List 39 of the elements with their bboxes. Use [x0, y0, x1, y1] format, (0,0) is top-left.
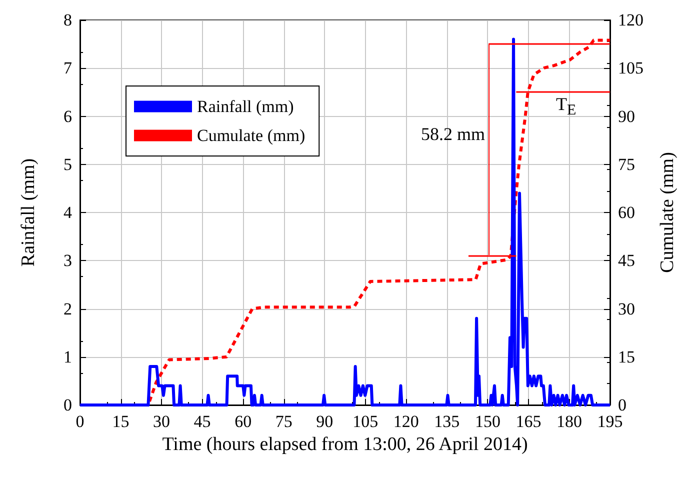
y2-tick-label: 30 [618, 299, 635, 318]
x-tick-label: 0 [76, 412, 84, 431]
x-tick-label: 45 [194, 412, 211, 431]
x-tick-label: 120 [393, 412, 419, 431]
x-tick-label: 165 [516, 412, 542, 431]
x-tick-label: 105 [352, 412, 378, 431]
x-tick-label: 30 [153, 412, 170, 431]
y-tick-label: 4 [64, 203, 72, 222]
annotation: 58.2 mm [421, 124, 486, 144]
x-tick-label: 150 [474, 412, 500, 431]
y2-tick-label: 45 [618, 251, 635, 270]
y2-tick-label: 90 [618, 106, 635, 126]
y2-tick-label: 0 [618, 396, 626, 414]
y-tick-label: 5 [64, 154, 72, 174]
x-tick-label: 135 [434, 412, 460, 431]
x-tick-label: 90 [316, 412, 334, 431]
x-tick-label: 15 [112, 412, 130, 431]
y2-tick-label: 75 [618, 154, 635, 174]
y2-tick-label: 105 [618, 58, 644, 78]
x-tick-label: 60 [234, 412, 252, 431]
y-tick-label: 1 [64, 347, 72, 366]
legend-label: Rainfall (mm) [197, 97, 294, 116]
y-tick-label: 2 [64, 299, 72, 318]
x-tick-label: 195 [597, 412, 623, 431]
x-axis-title: Time (hours elapsed from 13:00, 26 April 2014) [162, 434, 528, 455]
y-tick-label: 6 [64, 106, 72, 126]
annotation: T$_{E}$ [556, 94, 576, 121]
y-tick-label: 8 [64, 10, 72, 30]
y-tick-label: 3 [64, 251, 72, 270]
x-tick-label: 180 [556, 412, 582, 431]
y-tick-label: 0 [64, 396, 72, 414]
y2-tick-label: 15 [618, 347, 635, 366]
y2-tick-label: 60 [618, 203, 635, 222]
y2-tick-label: 120 [618, 10, 644, 30]
x-tick-label: 75 [275, 412, 292, 431]
legend-label: Cumulate (mm) [197, 126, 306, 145]
y-tick-label: 7 [64, 58, 72, 78]
y2-axis-title: Cumulate (mm) [657, 152, 678, 273]
y-axis-title: Rainfall (mm) [18, 158, 39, 267]
